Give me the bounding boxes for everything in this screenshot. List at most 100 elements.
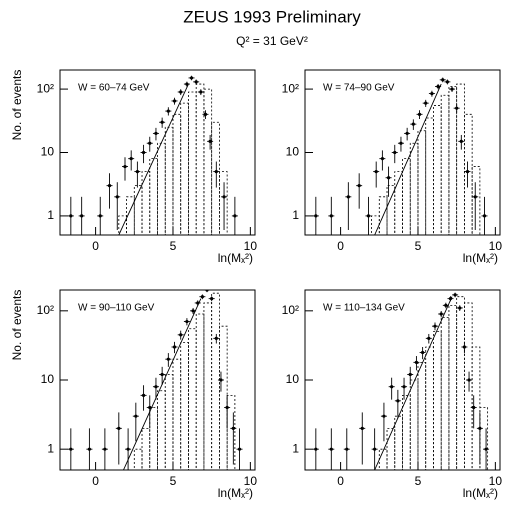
- mc-bin: [378, 448, 388, 470]
- data-point: [237, 447, 242, 451]
- mc-bin: [119, 472, 127, 477]
- x-tick-label: 10: [244, 239, 258, 253]
- data-point: [80, 214, 84, 218]
- data-point: [399, 141, 403, 145]
- mc-bin: [188, 91, 197, 235]
- mc-bin: [111, 237, 119, 241]
- data-point: [123, 164, 127, 169]
- data-point: [200, 295, 204, 299]
- mc-bin: [409, 379, 419, 470]
- title: ZEUS 1993 Preliminary: [183, 7, 361, 26]
- data-point: [430, 91, 434, 96]
- data-point: [103, 447, 107, 451]
- data-point: [314, 447, 318, 451]
- data-point: [373, 447, 377, 451]
- data-point: [148, 141, 152, 145]
- mc-bin: [417, 361, 427, 470]
- mc-bin: [188, 328, 197, 470]
- x-axis-label: ln(Mₓ²): [218, 251, 253, 265]
- data-point: [414, 360, 419, 364]
- mc-bin: [409, 142, 419, 235]
- data-point: [396, 399, 400, 403]
- data-point: [482, 214, 487, 218]
- mc-bin: [164, 126, 174, 235]
- frame: [304, 69, 501, 236]
- y-tick-label: 10²: [37, 303, 54, 317]
- data-point: [450, 87, 454, 91]
- data-point: [427, 336, 431, 340]
- data-point: [417, 112, 422, 116]
- mc-bin: [157, 142, 166, 235]
- mc-bin: [164, 374, 174, 470]
- data-point: [225, 405, 229, 410]
- data-point: [357, 184, 361, 188]
- data-point: [115, 195, 119, 199]
- data-point: [208, 139, 212, 143]
- data-point: [467, 378, 471, 382]
- data-point: [107, 184, 112, 188]
- data-point: [402, 385, 406, 389]
- data-point: [179, 90, 183, 94]
- data-point: [346, 195, 350, 199]
- x-axis-label: ln(Mₓ²): [218, 486, 253, 500]
- data-point: [148, 405, 152, 410]
- mc-bin: [464, 113, 473, 235]
- mc-bin: [471, 346, 481, 470]
- mc-bin: [433, 105, 442, 235]
- y-tick-label: 10²: [282, 81, 299, 95]
- mc-bin: [378, 196, 388, 235]
- x-tick-label: 0: [92, 474, 99, 488]
- data-point: [484, 447, 488, 451]
- data-point: [222, 195, 226, 199]
- mc-bin: [464, 302, 473, 470]
- data-point: [473, 195, 477, 199]
- mc-bin: [448, 304, 458, 470]
- x-tick-label: 5: [415, 239, 422, 253]
- data-point: [462, 345, 467, 349]
- plot-area: [312, 292, 490, 470]
- x-tick-label: 10: [244, 474, 258, 488]
- data-point: [135, 169, 139, 174]
- mc-bin: [219, 325, 228, 470]
- panel-label: W = 90–110 GeV: [78, 303, 155, 314]
- mc-bin: [118, 215, 127, 235]
- mc-bin: [433, 331, 442, 470]
- mc-bin: [394, 415, 403, 470]
- data-point: [166, 109, 170, 113]
- data-point: [459, 139, 463, 143]
- y-tick-label: 1: [47, 441, 54, 455]
- mc-bin: [480, 237, 488, 241]
- y-tick-label: 1: [47, 208, 54, 222]
- x-tick-label: 0: [337, 239, 344, 253]
- y-axis-label: No. of events: [10, 290, 24, 361]
- y-tick-label: 10: [286, 372, 300, 386]
- data-point: [453, 293, 457, 297]
- mc-bin: [203, 302, 213, 470]
- data-point: [117, 426, 121, 430]
- mc-bin: [402, 158, 411, 235]
- mc-bin: [141, 427, 151, 470]
- mc-bin: [157, 390, 166, 470]
- mc-bin: [211, 292, 220, 470]
- data-point: [445, 80, 449, 84]
- mc-bin: [133, 448, 143, 470]
- data-point: [233, 214, 237, 218]
- data-point: [141, 393, 146, 397]
- data-point: [194, 80, 198, 84]
- y-tick-label: 1: [292, 441, 299, 455]
- fit-line: [374, 296, 453, 470]
- data-point: [380, 157, 384, 161]
- data-point: [439, 312, 443, 316]
- data-point: [478, 426, 482, 430]
- data-point: [458, 306, 462, 310]
- panel-label: W = 60–74 GeV: [78, 83, 150, 94]
- mc-bin: [456, 83, 465, 235]
- data-point: [154, 131, 158, 136]
- panel-label: W = 110–134 GeV: [323, 303, 405, 314]
- x-tick-label: 0: [92, 239, 99, 253]
- mc-bin: [149, 158, 158, 235]
- data-point: [329, 214, 333, 218]
- data-point: [374, 169, 378, 174]
- data-point: [160, 120, 164, 124]
